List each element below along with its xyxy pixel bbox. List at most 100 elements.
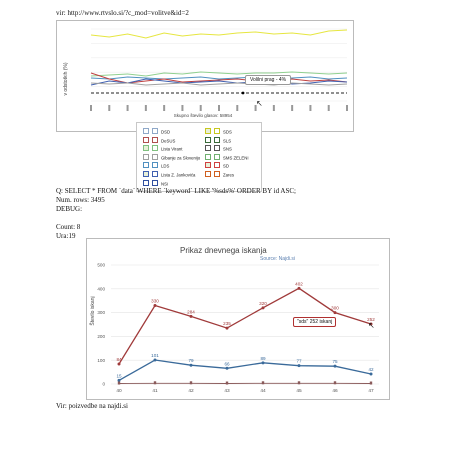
y-tick-label: 0 — [102, 382, 105, 387]
x-tick-label — [291, 105, 294, 111]
x-tick-label: 45 — [296, 388, 302, 394]
checked-checkbox-icon[interactable] — [205, 162, 211, 169]
legend-item[interactable]: DSD — [143, 128, 170, 135]
legend-item[interactable]: Lista Z. Jankovića — [143, 171, 195, 178]
legend-item[interactable]: Zares — [205, 171, 234, 178]
x-tick-label: 40 — [116, 388, 122, 394]
checkbox-icon[interactable] — [205, 136, 211, 143]
x-tick-label — [346, 105, 348, 111]
data-point[interactable] — [153, 381, 157, 385]
y-tick-label: 100 — [97, 358, 105, 363]
legend-item[interactable]: Lista Virant — [143, 145, 182, 152]
legend-label: DSD — [161, 129, 171, 135]
legend-item[interactable]: SNS — [205, 145, 232, 152]
legend-swatch — [152, 179, 158, 186]
data-point[interactable] — [297, 364, 301, 368]
data-label: 284 — [187, 309, 195, 314]
data-point[interactable] — [117, 362, 121, 366]
checkbox-icon[interactable] — [143, 153, 149, 160]
data-point[interactable] — [153, 358, 157, 362]
legend-item[interactable]: SLS — [205, 136, 231, 143]
legend-swatch — [152, 128, 158, 134]
legend-swatch — [214, 162, 220, 169]
data-point[interactable] — [189, 314, 193, 318]
sql-ura: Ura:19 — [56, 232, 76, 240]
data-label: 66 — [224, 361, 230, 366]
data-label: 89 — [260, 356, 266, 361]
series-line — [118, 287, 372, 365]
checkbox-icon[interactable] — [143, 162, 149, 169]
poll-series-line — [90, 71, 348, 77]
y-tick-label: 200 — [97, 334, 105, 339]
data-point[interactable] — [117, 381, 121, 385]
chart-title: Prikaz dnevnega iskanja — [180, 246, 267, 255]
legend-item[interactable]: SDS — [205, 128, 232, 135]
legend-item[interactable]: LDS — [143, 162, 169, 169]
cursor-icon-2: ↖ — [368, 321, 375, 330]
data-point[interactable] — [225, 326, 229, 330]
checkbox-icon[interactable] — [205, 145, 211, 152]
legend-label: Zares — [223, 172, 234, 178]
legend-swatch — [214, 153, 220, 160]
data-point[interactable] — [369, 381, 373, 385]
poll-series-line — [90, 72, 348, 84]
checkbox-icon[interactable] — [205, 153, 211, 160]
series-line — [118, 359, 372, 381]
checked-checkbox-icon[interactable] — [205, 128, 211, 134]
data-point[interactable] — [225, 381, 229, 385]
threshold-point — [241, 91, 245, 95]
legend-label: SD — [223, 163, 229, 169]
sql-debug: DEBUG: — [56, 205, 83, 213]
data-point[interactable] — [261, 306, 265, 310]
data-point[interactable] — [333, 364, 337, 368]
party-legend: DSD SDS DeSUS SLS Lista Virant SNS Gibanje za … — [136, 122, 262, 192]
x-tick-label — [90, 105, 92, 111]
data-label: 42 — [368, 367, 374, 372]
chart-subtitle: Source: Najdi.si — [260, 256, 296, 262]
legend-item[interactable]: SD — [205, 162, 229, 169]
data-label: 235 — [223, 321, 231, 326]
x-tick-label: 42 — [188, 388, 194, 394]
checkbox-icon[interactable] — [143, 136, 149, 143]
x-tick-label — [199, 105, 202, 111]
data-label: 252 — [367, 317, 375, 322]
legend-item[interactable]: SMS ZELENI — [205, 153, 249, 161]
x-tick-label: 43 — [224, 388, 230, 394]
legend-item[interactable]: DeSUS — [143, 136, 176, 144]
x-tick-label — [144, 105, 147, 111]
data-point[interactable] — [297, 381, 301, 385]
data-point[interactable] — [261, 381, 265, 385]
legend-label: SMS ZELENI — [223, 155, 249, 161]
legend-label: DeSUS — [161, 138, 176, 144]
data-point[interactable] — [369, 322, 373, 326]
x-tick-label — [163, 105, 166, 111]
data-point[interactable] — [117, 378, 121, 382]
data-label: 300 — [331, 306, 339, 311]
legend-swatch — [152, 162, 158, 169]
legend-item[interactable]: NSi — [143, 179, 168, 186]
checked-checkbox-icon[interactable] — [143, 145, 149, 152]
data-point[interactable] — [333, 311, 337, 315]
x-tick-label — [327, 105, 330, 111]
checkbox-icon[interactable] — [143, 128, 149, 134]
data-point[interactable] — [189, 381, 193, 385]
x-tick-label: 46 — [332, 388, 338, 394]
data-point[interactable] — [261, 361, 265, 365]
checkbox-icon[interactable] — [205, 171, 211, 177]
y-tick-label: 400 — [97, 286, 105, 291]
data-label: 320 — [259, 301, 267, 306]
data-label: 84 — [116, 357, 122, 362]
data-point[interactable] — [333, 381, 337, 385]
legend-item[interactable]: Gibanje za Slovenijo — [143, 153, 200, 160]
sql-count: Count: 8 — [56, 223, 81, 231]
checked-checkbox-icon[interactable] — [143, 171, 149, 177]
data-point[interactable] — [225, 366, 229, 370]
source-caption-bottom: Vir: poizvedbe na najdi.si — [56, 402, 128, 410]
data-point[interactable] — [297, 286, 301, 290]
data-point[interactable] — [189, 363, 193, 367]
data-point[interactable] — [153, 303, 157, 307]
checkbox-icon[interactable] — [143, 179, 149, 186]
data-point[interactable] — [369, 372, 373, 376]
y-axis-label: v odstotkih (%) — [63, 62, 69, 95]
election-results-plot: v odstotkih (%) Skupno število glasov: 5… — [63, 28, 348, 118]
